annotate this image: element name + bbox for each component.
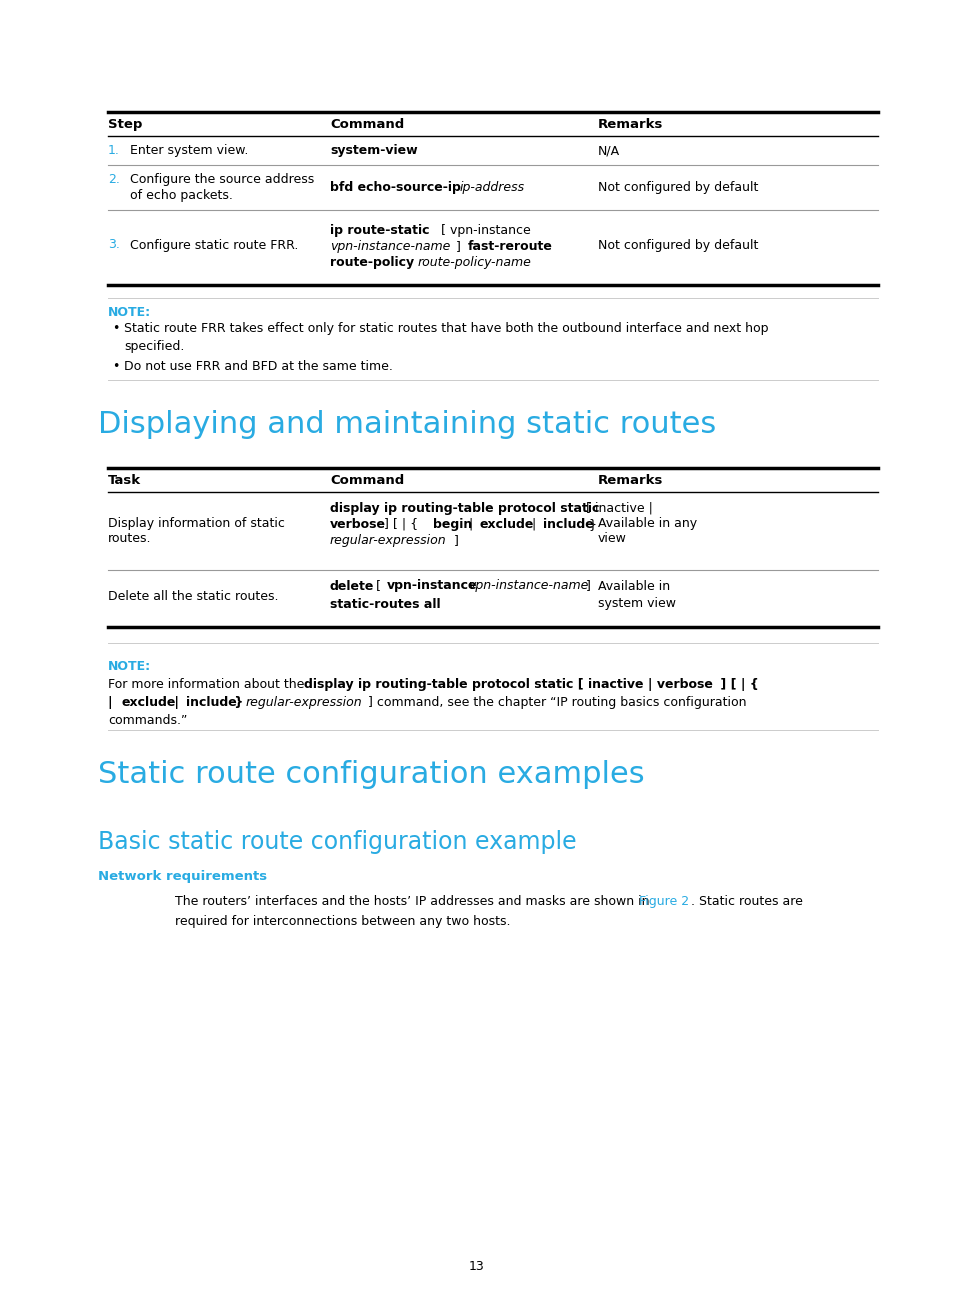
Text: Static route FRR takes effect only for static routes that have both the outbound: Static route FRR takes effect only for s…: [124, 321, 768, 334]
Text: ] [ | {: ] [ | {: [716, 678, 758, 691]
Text: ] [ | {: ] [ | {: [379, 518, 421, 531]
Text: 2.: 2.: [108, 172, 120, 187]
Text: Do not use FRR and BFD at the same time.: Do not use FRR and BFD at the same time.: [124, 360, 393, 373]
Text: required for interconnections between any two hosts.: required for interconnections between an…: [174, 915, 510, 928]
Text: view: view: [598, 533, 626, 546]
Text: |: |: [527, 518, 539, 531]
Text: •: •: [112, 360, 119, 373]
Text: exclude: exclude: [479, 518, 534, 531]
Text: include: include: [186, 696, 236, 709]
Text: Displaying and maintaining static routes: Displaying and maintaining static routes: [98, 410, 716, 439]
Text: begin: begin: [433, 518, 472, 531]
Text: Delete all the static routes.: Delete all the static routes.: [108, 590, 278, 603]
Text: bfd echo-source-ip: bfd echo-source-ip: [330, 181, 465, 194]
Text: route-policy-name: route-policy-name: [417, 257, 532, 270]
Text: Remarks: Remarks: [598, 118, 662, 131]
Text: [ vpn-instance: [ vpn-instance: [436, 224, 530, 237]
Text: . Static routes are: . Static routes are: [690, 896, 802, 908]
Text: routes.: routes.: [108, 533, 152, 546]
Text: }: }: [230, 696, 248, 709]
Text: regular-expression: regular-expression: [330, 534, 446, 547]
Text: Enter system view.: Enter system view.: [130, 144, 248, 157]
Text: Basic static route configuration example: Basic static route configuration example: [98, 829, 576, 854]
Text: Command: Command: [330, 118, 404, 131]
Text: vpn-instance-name: vpn-instance-name: [468, 579, 588, 592]
Text: vpn-instance: vpn-instance: [387, 579, 477, 592]
Text: Not configured by default: Not configured by default: [598, 181, 758, 194]
Text: vpn-instance-name: vpn-instance-name: [330, 240, 450, 253]
Text: ip-address: ip-address: [459, 181, 524, 194]
Text: NOTE:: NOTE:: [108, 660, 151, 673]
Text: Static route configuration examples: Static route configuration examples: [98, 759, 644, 789]
Text: 1.: 1.: [108, 144, 120, 157]
Text: Available in any: Available in any: [598, 517, 697, 530]
Text: route-policy: route-policy: [330, 257, 418, 270]
Text: •: •: [112, 321, 119, 334]
Text: of echo packets.: of echo packets.: [130, 189, 233, 202]
Text: 13: 13: [469, 1260, 484, 1273]
Text: Task: Task: [108, 474, 141, 487]
Text: regular-expression: regular-expression: [246, 696, 362, 709]
Text: Configure the source address: Configure the source address: [130, 172, 314, 187]
Text: specified.: specified.: [124, 340, 184, 353]
Text: exclude: exclude: [122, 696, 176, 709]
Text: For more information about the: For more information about the: [108, 678, 308, 691]
Text: The routers’ interfaces and the hosts’ IP addresses and masks are shown in: The routers’ interfaces and the hosts’ I…: [174, 896, 653, 908]
Text: }: }: [584, 518, 597, 531]
Text: |: |: [464, 518, 476, 531]
Text: 3.: 3.: [108, 238, 120, 251]
Text: Command: Command: [330, 474, 404, 487]
Text: NOTE:: NOTE:: [108, 306, 151, 319]
Text: verbose: verbose: [330, 518, 386, 531]
Text: N/A: N/A: [598, 144, 619, 157]
Text: Available in: Available in: [598, 579, 669, 592]
Text: ]: ]: [581, 579, 590, 592]
Text: Display information of static: Display information of static: [108, 517, 285, 530]
Text: [: [: [372, 579, 385, 592]
Text: display ip routing-table protocol static [ inactive | verbose: display ip routing-table protocol static…: [304, 678, 712, 691]
Text: [ inactive |: [ inactive |: [581, 502, 652, 515]
Text: ip route-static: ip route-static: [330, 224, 429, 237]
Text: ]: ]: [452, 240, 464, 253]
Text: static-routes all: static-routes all: [330, 597, 440, 610]
Text: include: include: [542, 518, 593, 531]
Text: Step: Step: [108, 118, 142, 131]
Text: system view: system view: [598, 597, 676, 610]
Text: Remarks: Remarks: [598, 474, 662, 487]
Text: |: |: [108, 696, 117, 709]
Text: display ip routing-table protocol static: display ip routing-table protocol static: [330, 502, 598, 515]
Text: fast-reroute: fast-reroute: [468, 240, 553, 253]
Text: Configure static route FRR.: Configure static route FRR.: [130, 238, 298, 251]
Text: ] command, see the chapter “IP routing basics configuration: ] command, see the chapter “IP routing b…: [364, 696, 745, 709]
Text: |: |: [170, 696, 183, 709]
Text: commands.”: commands.”: [108, 714, 187, 727]
Text: system-view: system-view: [330, 144, 417, 157]
Text: delete: delete: [330, 579, 374, 592]
Text: Network requirements: Network requirements: [98, 870, 267, 883]
Text: Not configured by default: Not configured by default: [598, 238, 758, 251]
Text: Figure 2: Figure 2: [639, 896, 688, 908]
Text: ]: ]: [450, 534, 458, 547]
